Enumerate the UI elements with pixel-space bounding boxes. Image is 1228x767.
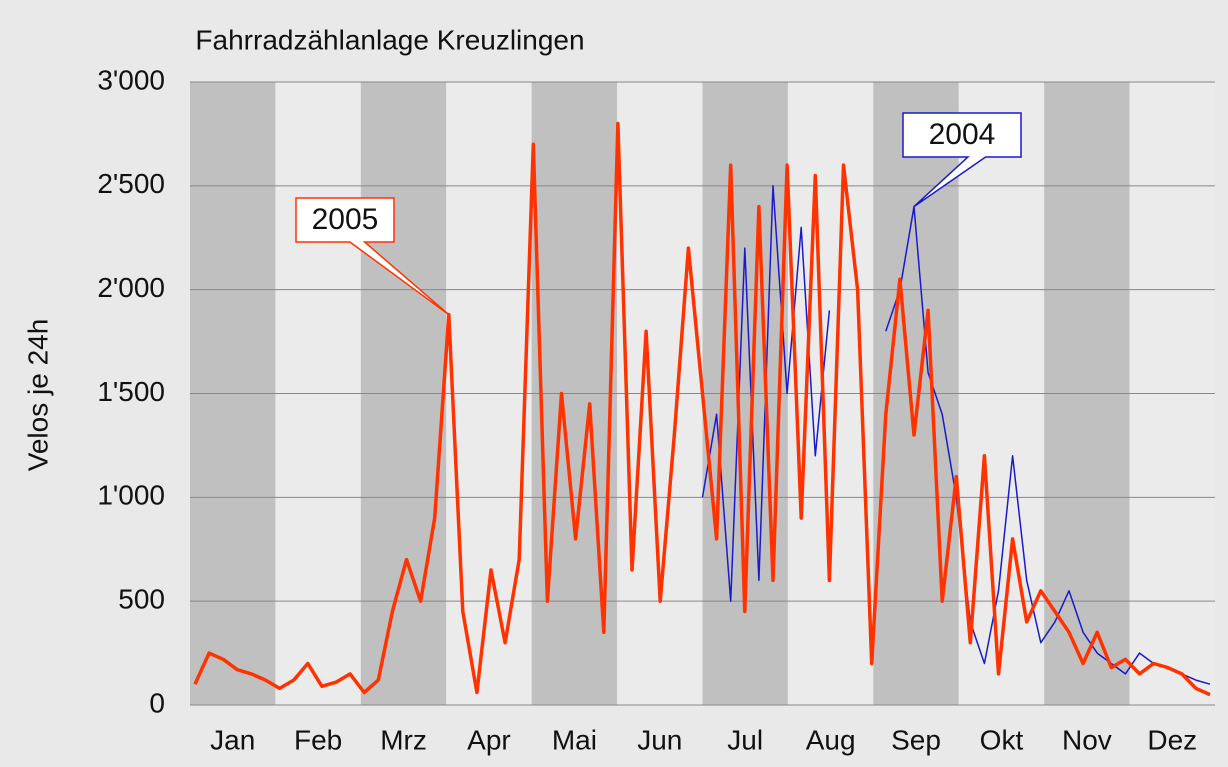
- x-tick-label: Nov: [1062, 724, 1112, 755]
- x-tick-label: Jul: [727, 724, 763, 755]
- x-tick-label: Feb: [294, 724, 342, 755]
- x-tick-label: Okt: [980, 724, 1024, 755]
- y-tick-label: 3'000: [97, 64, 165, 95]
- x-tick-label: Mai: [552, 724, 597, 755]
- callout-box: [295, 197, 450, 316]
- x-tick-label: Sep: [891, 724, 941, 755]
- callout-label: 2004: [929, 118, 996, 151]
- y-tick-label: 500: [118, 584, 165, 615]
- y-axis-label: Velos je 24h: [22, 319, 53, 472]
- callout-box: [902, 112, 1022, 208]
- x-tick-label: Mrz: [380, 724, 427, 755]
- x-tick-label: Jun: [637, 724, 682, 755]
- x-tick-label: Aug: [806, 724, 856, 755]
- line-series: [193, 121, 1211, 697]
- callout-label: 2005: [312, 203, 379, 236]
- y-tick-label: 1'500: [97, 376, 165, 407]
- x-tick-label: Apr: [467, 724, 511, 755]
- y-tick-label: 1'000: [97, 480, 165, 511]
- x-tick-label: Dez: [1147, 724, 1197, 755]
- chart-title: Fahrradzählanlage Kreuzlingen: [195, 24, 584, 55]
- y-tick-label: 2'500: [97, 168, 165, 199]
- y-tick-label: 0: [149, 687, 165, 718]
- y-tick-label: 2'000: [97, 272, 165, 303]
- x-tick-label: Jan: [210, 724, 255, 755]
